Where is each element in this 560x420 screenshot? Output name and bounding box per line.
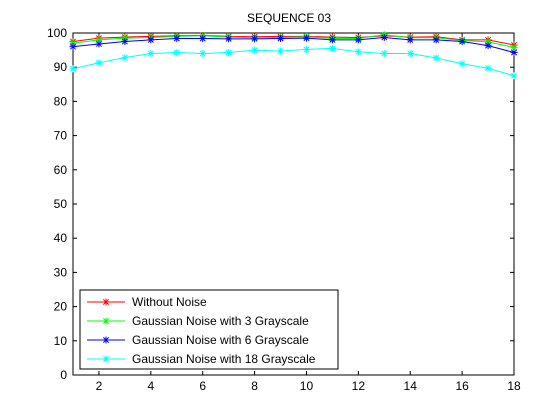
data-point	[102, 336, 110, 344]
legend-item: Gaussian Noise with 6 Grayscale	[87, 333, 309, 347]
series-3	[69, 33, 518, 56]
x-tick-label: 2	[96, 379, 103, 393]
legend-box	[79, 289, 339, 370]
data-point	[199, 34, 207, 42]
data-point	[95, 59, 103, 67]
data-point	[69, 43, 77, 51]
data-point	[277, 34, 285, 42]
data-point	[380, 33, 388, 41]
data-point	[102, 298, 110, 306]
data-point	[458, 60, 466, 68]
data-point	[484, 42, 492, 50]
legend-item: Without Noise	[87, 295, 207, 309]
data-point	[328, 36, 336, 44]
series-line	[72, 47, 515, 77]
series-line	[72, 34, 515, 48]
data-point	[225, 35, 233, 43]
data-point	[147, 50, 155, 58]
y-tick-label: 70	[54, 129, 68, 143]
x-tick-label: 18	[507, 379, 521, 393]
data-point	[510, 48, 518, 56]
data-point	[432, 36, 440, 44]
legend-item: Gaussian Noise with 3 Grayscale	[87, 314, 309, 328]
data-point	[277, 47, 285, 55]
y-tick-label: 0	[60, 368, 67, 382]
x-tick-label: 4	[147, 379, 154, 393]
legend-item: Gaussian Noise with 18 Grayscale	[87, 352, 316, 366]
legend-label: Gaussian Noise with 6 Grayscale	[132, 333, 309, 347]
data-point	[69, 65, 77, 73]
data-point	[102, 355, 110, 363]
x-tick-label: 12	[352, 379, 366, 393]
data-point	[354, 48, 362, 56]
y-tick-label: 90	[54, 60, 68, 74]
y-tick-label: 100	[47, 26, 67, 40]
legend-label: Gaussian Noise with 18 Grayscale	[132, 352, 316, 366]
series-4	[69, 44, 518, 80]
x-tick-label: 16	[455, 379, 469, 393]
data-point	[173, 48, 181, 56]
data-point	[302, 45, 310, 53]
y-tick-label: 10	[54, 334, 68, 348]
y-tick-label: 50	[54, 197, 68, 211]
data-point	[251, 46, 259, 54]
data-point	[121, 54, 129, 62]
data-point	[354, 36, 362, 44]
y-tick-label: 40	[54, 231, 68, 245]
data-point	[328, 44, 336, 52]
y-tick-label: 20	[54, 300, 68, 314]
data-point	[102, 317, 110, 325]
data-point	[147, 36, 155, 44]
x-tick-label: 8	[251, 379, 258, 393]
x-tick-label: 6	[199, 379, 206, 393]
chart-title: SEQUENCE 03	[247, 11, 331, 25]
data-point	[432, 54, 440, 62]
y-tick-label: 60	[54, 163, 68, 177]
data-point	[458, 38, 466, 46]
data-point	[406, 50, 414, 58]
data-point	[251, 35, 259, 43]
x-tick-label: 14	[404, 379, 418, 393]
data-point	[225, 48, 233, 56]
series-lines	[69, 31, 518, 80]
data-point	[95, 40, 103, 48]
legend-label: Gaussian Noise with 3 Grayscale	[132, 314, 309, 328]
data-point	[199, 50, 207, 58]
series-line	[72, 34, 515, 46]
x-tick-label: 10	[300, 379, 314, 393]
legend: Without Noise Gaussian Noise with 3 Grays…	[79, 289, 339, 370]
y-tick-label: 30	[54, 265, 68, 279]
data-point	[380, 50, 388, 58]
y-tick-label: 80	[54, 94, 68, 108]
data-point	[121, 38, 129, 46]
series-line	[72, 36, 515, 53]
legend-label: Without Noise	[132, 295, 207, 309]
data-point	[510, 72, 518, 80]
data-point	[173, 34, 181, 42]
data-point	[406, 36, 414, 44]
data-point	[302, 34, 310, 42]
data-point	[484, 64, 492, 72]
